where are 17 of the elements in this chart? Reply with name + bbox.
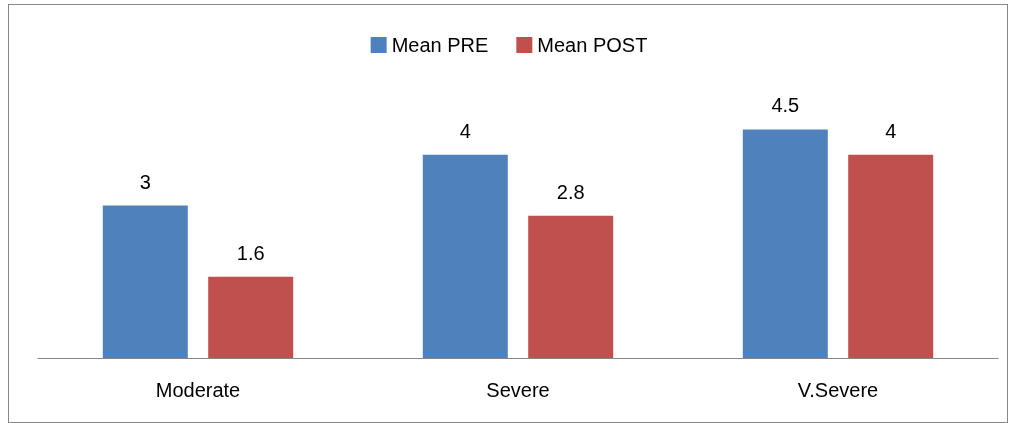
data-label: 2.8 — [556, 180, 585, 203]
bar — [102, 205, 188, 358]
data-label: 4 — [885, 119, 897, 142]
data-label: 4 — [459, 119, 471, 142]
x-tick-label: V.Severe — [797, 379, 879, 401]
bar — [848, 154, 934, 358]
x-tick-label: Moderate — [155, 379, 241, 401]
legend-label: Mean POST — [537, 34, 648, 56]
bar — [742, 129, 828, 358]
bar — [208, 276, 294, 358]
data-label: 1.6 — [236, 241, 265, 264]
legend-label: Mean PRE — [391, 34, 489, 56]
x-tick-label: Severe — [486, 379, 550, 401]
data-label: 3 — [139, 170, 151, 193]
bar — [528, 215, 614, 358]
bar — [422, 154, 508, 358]
data-label: 4.5 — [771, 94, 800, 117]
